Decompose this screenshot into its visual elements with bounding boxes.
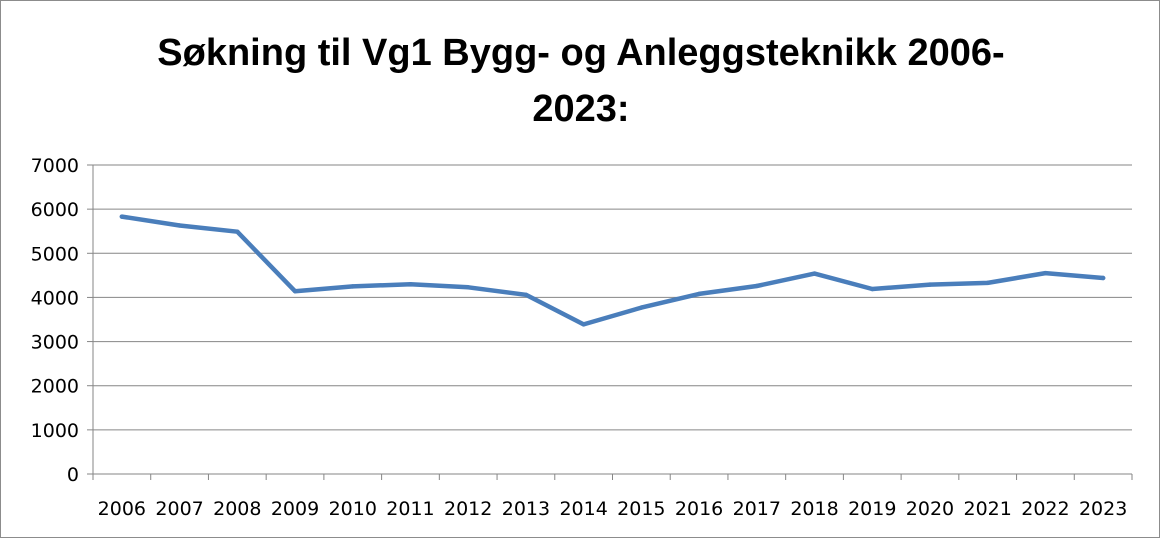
data-point xyxy=(408,281,413,287)
x-tick-label: 2015 xyxy=(617,498,665,520)
data-point xyxy=(1043,270,1048,276)
y-tick-label: 0 xyxy=(67,464,79,486)
x-tick-label: 2012 xyxy=(444,498,492,520)
data-point xyxy=(1100,275,1106,281)
series-line xyxy=(119,214,1106,327)
x-tick-label: 2019 xyxy=(848,498,896,520)
chart-title-line-2: 2023: xyxy=(532,88,629,130)
x-tick-label: 2014 xyxy=(559,498,607,520)
data-point xyxy=(812,271,817,276)
data-point xyxy=(754,283,760,289)
data-point xyxy=(870,286,875,292)
y-tick-label: 4000 xyxy=(31,287,79,309)
x-tick-label: 2009 xyxy=(271,498,319,520)
x-tick-label: 2007 xyxy=(155,498,203,520)
x-tick-label: 2022 xyxy=(1021,498,1069,520)
x-tick-label: 2011 xyxy=(386,498,434,520)
data-point xyxy=(292,289,298,294)
data-point xyxy=(177,223,182,228)
x-tick-label: 2013 xyxy=(502,498,550,520)
tick-labels: 0 1000 2000 3000 4000 5000 6000 7000 2006 2007 200… xyxy=(31,155,1128,520)
x-tick-label: 2006 xyxy=(98,498,146,520)
y-tick-label: 1000 xyxy=(31,420,79,442)
data-point xyxy=(581,322,586,327)
x-tick-label: 2018 xyxy=(790,498,838,520)
x-tick-label: 2008 xyxy=(213,498,261,520)
data-point xyxy=(696,291,702,297)
data-point xyxy=(235,229,240,234)
y-tick-label: 3000 xyxy=(31,332,79,354)
data-point xyxy=(639,305,644,310)
chart-title-line-1: Søkning til Vg1 Bygg- og Anleggsteknikk … xyxy=(157,32,1004,74)
data-point xyxy=(523,292,529,297)
data-point xyxy=(465,285,471,290)
data-point xyxy=(927,282,933,287)
x-tick-label: 2023 xyxy=(1079,498,1127,520)
y-tick-label: 6000 xyxy=(31,199,79,221)
y-tick-label: 2000 xyxy=(31,376,79,398)
axes xyxy=(87,164,1133,480)
data-point xyxy=(985,280,990,286)
data-point xyxy=(350,284,355,289)
y-tick-label: 7000 xyxy=(31,155,79,177)
x-tick-label: 2017 xyxy=(733,498,781,520)
x-tick-label: 2010 xyxy=(329,498,377,520)
x-tick-label: 2021 xyxy=(964,498,1012,520)
x-tick-label: 2016 xyxy=(675,498,723,520)
series xyxy=(119,214,1106,327)
y-tick-label: 5000 xyxy=(31,243,79,265)
data-point xyxy=(119,214,125,219)
x-tick-label: 2020 xyxy=(906,498,954,520)
gridlines xyxy=(93,164,1132,431)
